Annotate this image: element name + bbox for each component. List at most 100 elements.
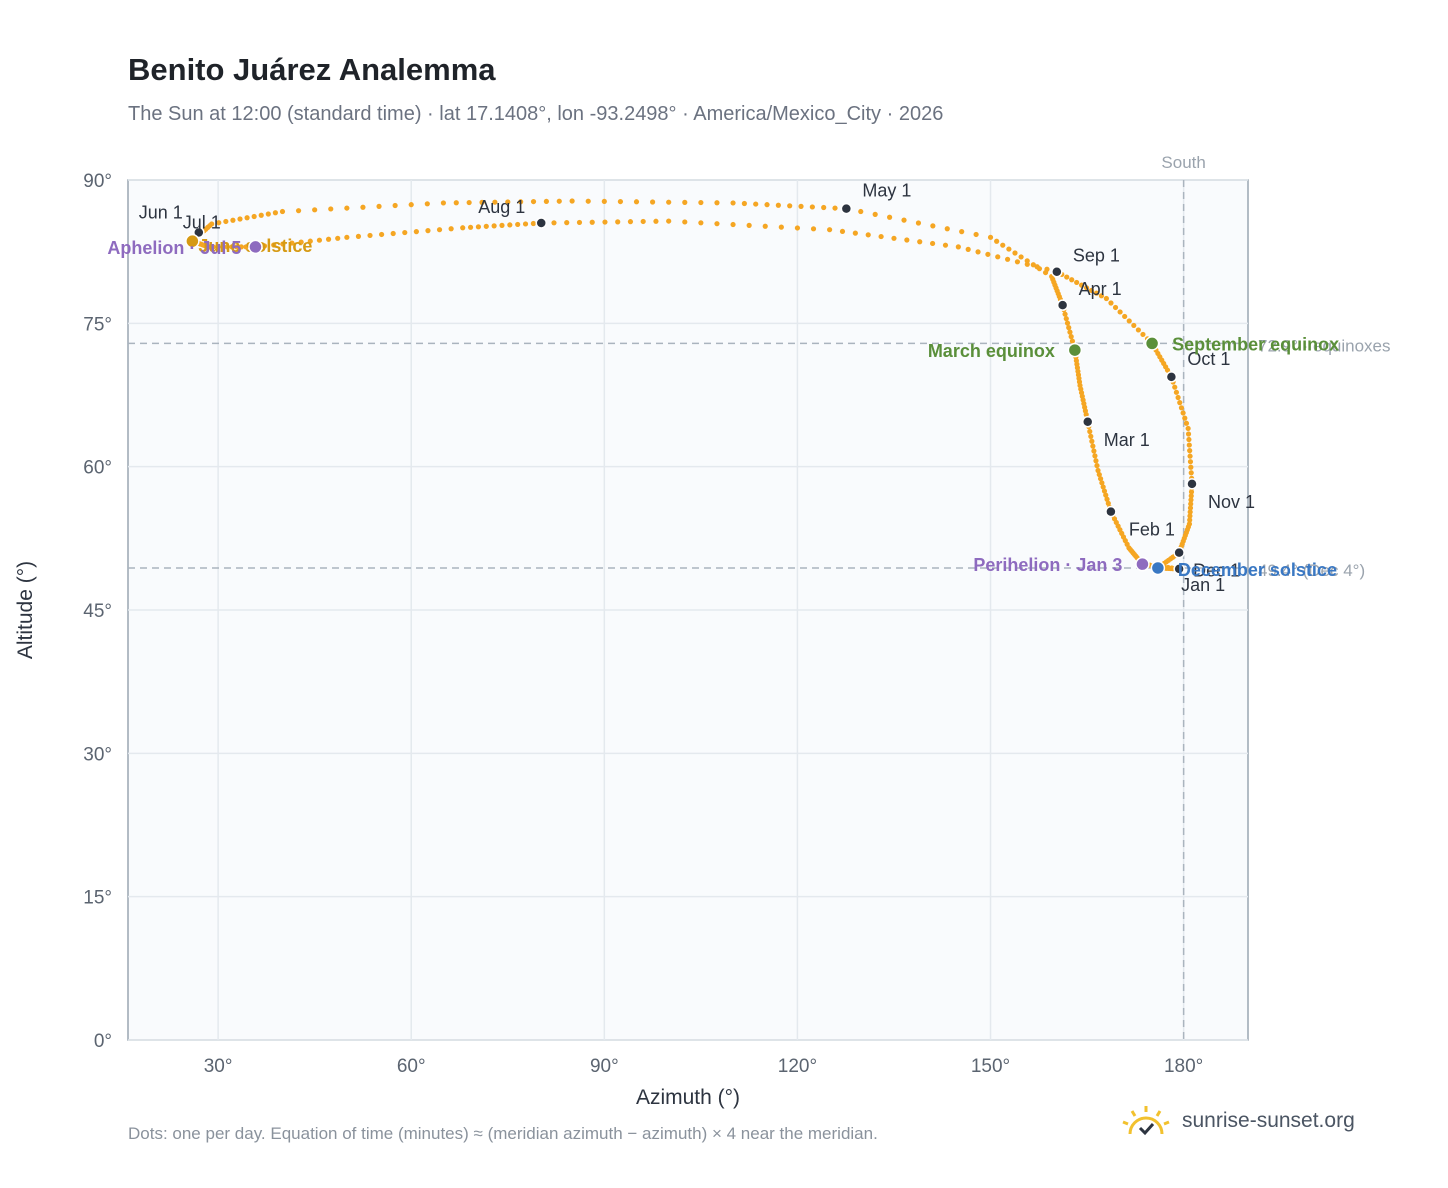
y-tick-label: 0°	[94, 1031, 112, 1052]
daily-dot	[453, 200, 459, 206]
daily-dot	[633, 199, 640, 205]
daily-dot	[251, 213, 257, 220]
daily-dot	[261, 243, 268, 249]
daily-dot	[1088, 287, 1095, 294]
daily-dot	[491, 223, 497, 229]
daily-dot	[298, 239, 304, 245]
daily-dot	[878, 233, 884, 240]
daily-dot	[402, 229, 408, 236]
month-label: Aug 1	[478, 197, 525, 217]
brand[interactable]: sunrise-sunset.org	[1120, 1104, 1355, 1138]
daily-dot	[390, 230, 396, 237]
daily-dot	[413, 229, 419, 235]
daily-dot	[1186, 442, 1192, 448]
y-tick-label: 75°	[83, 314, 112, 335]
daily-dot	[1177, 400, 1183, 406]
month-marker	[1051, 265, 1063, 278]
x-axis-label: Azimuth (°)	[636, 1086, 740, 1109]
daily-dot	[1000, 242, 1006, 248]
daily-dot	[965, 246, 971, 252]
daily-dot	[518, 199, 524, 205]
daily-dot	[730, 200, 736, 206]
daily-dot	[1178, 405, 1185, 411]
daily-dot	[778, 224, 784, 230]
y-tick-label: 60°	[83, 458, 112, 479]
daily-dot	[1172, 384, 1178, 390]
daily-dot	[915, 220, 922, 226]
daily-dot	[1185, 431, 1192, 437]
daily-dot	[1187, 513, 1193, 519]
event-label: September equinox	[1172, 334, 1339, 354]
y-tick-label: 30°	[83, 744, 112, 765]
x-tick-label: 90°	[590, 1056, 619, 1077]
daily-dot	[392, 202, 398, 209]
event-marker	[1144, 336, 1160, 351]
daily-dot	[1024, 261, 1030, 267]
daily-dot	[205, 244, 212, 250]
month-marker	[1173, 563, 1185, 575]
daily-dot	[1006, 246, 1012, 252]
daily-dot	[1185, 425, 1191, 432]
daily-dot	[551, 220, 557, 226]
daily-dot	[1088, 433, 1094, 439]
daily-dot	[376, 203, 382, 209]
month-marker	[1173, 546, 1185, 559]
sun-logo-icon	[1122, 1106, 1170, 1136]
daily-dot	[775, 202, 781, 208]
daily-dot	[1126, 318, 1132, 324]
daily-dot	[505, 199, 511, 205]
daily-dot	[224, 244, 230, 250]
daily-dot	[741, 200, 747, 207]
event-label: March equinox	[928, 341, 1055, 361]
daily-dot	[215, 244, 221, 250]
daily-dot	[355, 233, 362, 239]
month-label: Feb 1	[1129, 520, 1175, 540]
daily-dot	[223, 218, 229, 225]
daily-dot	[973, 231, 979, 238]
brand-text: sunrise-sunset.org	[1182, 1109, 1355, 1132]
daily-dot	[1034, 264, 1040, 270]
event-label: December solstice	[1178, 560, 1337, 580]
month-marker	[535, 217, 547, 229]
daily-dot	[698, 199, 704, 206]
daily-dot	[1064, 320, 1071, 326]
daily-dot	[904, 237, 910, 243]
daily-dot	[475, 224, 482, 230]
daily-dot	[316, 237, 323, 243]
daily-dot	[460, 225, 466, 231]
y-tick-labels: 0° 15° 30° 45° 60° 75° 90°	[83, 171, 112, 1052]
daily-dot	[564, 220, 570, 226]
daily-dot	[265, 211, 271, 217]
daily-dot	[1103, 492, 1109, 498]
reference-lines: South 72.9° · equinoxes 49.4° (Dec 4°)	[128, 153, 1391, 1040]
daily-dot	[787, 203, 793, 209]
daily-dot	[1186, 436, 1192, 443]
daily-dot	[601, 198, 607, 205]
daily-dot	[682, 199, 688, 205]
daily-dot	[1188, 501, 1194, 507]
daily-dot	[762, 223, 768, 229]
daily-dot	[1187, 459, 1194, 465]
daily-dot	[617, 198, 624, 205]
daily-dot	[499, 222, 505, 228]
daily-dot	[1004, 256, 1011, 262]
daily-dot	[764, 202, 770, 208]
daily-dot	[615, 219, 621, 225]
daily-dot	[1091, 448, 1097, 454]
daily-dot	[1104, 496, 1110, 502]
daily-dot	[682, 219, 688, 225]
month-label: May 1	[862, 181, 911, 201]
y-axis-label: Altitude (°)	[14, 561, 37, 659]
daily-dot	[507, 222, 513, 228]
daily-dot	[653, 218, 659, 224]
x-tick-label: 60°	[397, 1056, 426, 1077]
month-label: Nov 1	[1208, 492, 1255, 512]
x-tick-label: 30°	[204, 1056, 233, 1077]
daily-dot	[1012, 250, 1018, 256]
daily-dot	[325, 236, 332, 242]
daily-dot	[1098, 293, 1105, 299]
daily-dot	[483, 223, 489, 229]
daily-dot	[1100, 484, 1106, 490]
daily-dot	[515, 221, 521, 228]
